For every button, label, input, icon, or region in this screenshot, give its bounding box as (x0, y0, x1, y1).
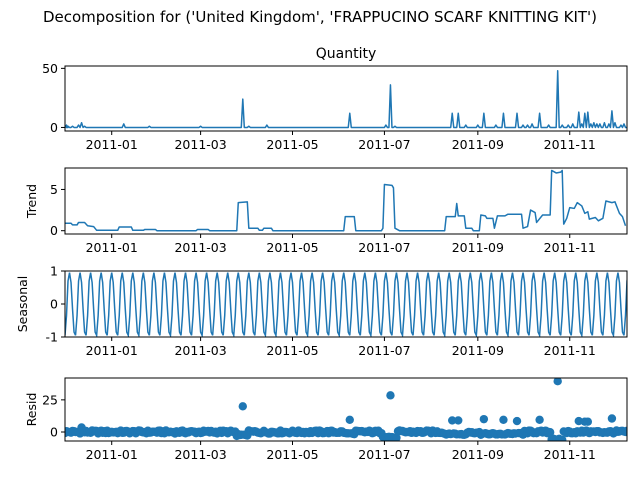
resid-outlier-point (448, 416, 457, 425)
axes-frame (64, 65, 628, 132)
x-tick-label: 2011-03 (174, 447, 226, 462)
y-tick-label: 0 (50, 425, 58, 440)
x-tick-label: 2011-03 (174, 240, 226, 255)
x-tick-label: 2011-09 (452, 343, 504, 358)
resid-outlier-point (345, 415, 354, 424)
axes-frame (64, 377, 628, 442)
y-tick-label: 0 (50, 120, 58, 135)
resid-outlier-point (386, 391, 395, 400)
x-tick-label: 2011-11 (544, 240, 596, 255)
x-tick-label: 2011-09 (452, 447, 504, 462)
data-layer (65, 69, 627, 129)
y-tick-label: 1 (50, 264, 58, 279)
x-tick-label: 2011-03 (174, 137, 226, 152)
x-tick-label: 2011-07 (358, 447, 410, 462)
y-axis-label: Seasonal (15, 276, 30, 333)
resid-point (622, 426, 627, 436)
resid-point (558, 435, 567, 441)
y-tick-label: 5 (50, 182, 58, 197)
x-tick-label: 2011-03 (174, 343, 226, 358)
resid-outlier-point (499, 415, 508, 424)
x-tick-label: 2011-05 (266, 447, 318, 462)
x-tick-label: 2011-01 (86, 447, 138, 462)
x-tick-label: 2011-01 (86, 240, 138, 255)
y-tick-label: -1 (46, 330, 58, 345)
x-tick-label: 2011-07 (358, 343, 410, 358)
data-layer (65, 378, 627, 441)
data-layer (65, 272, 627, 337)
panel-title: Quantity (316, 46, 377, 62)
x-tick-label: 2011-11 (544, 137, 596, 152)
x-tick-label: 2011-07 (358, 137, 410, 152)
panel-1: Quantity 0 50 2011-01 2011-03 2011-05 2011-07 2… (42, 46, 628, 152)
x-tick-label: 2011-07 (358, 240, 410, 255)
figure-title: Decomposition for ('United Kingdom', 'FR… (43, 8, 597, 26)
x-tick-label: 2011-01 (86, 137, 138, 152)
resid-outlier-point (454, 416, 463, 425)
resid-outlier-point (535, 415, 544, 424)
x-tick-label: 2011-11 (544, 343, 596, 358)
resid-outlier-point (512, 416, 522, 426)
resid-outlier-point (238, 402, 247, 411)
resid-outlier-point (553, 378, 562, 386)
y-axis-label: Resid (24, 393, 39, 427)
x-tick-label: 2011-05 (266, 137, 318, 152)
y-tick-label: 50 (42, 61, 58, 76)
resid-point (545, 428, 555, 437)
x-tick-label: 2011-01 (86, 343, 138, 358)
seasonal-line (65, 272, 627, 337)
y-tick-label: 25 (42, 392, 58, 407)
panel-2: Trend 0 5 2011-01 2011-03 2011-05 2011-07 2011-… (24, 167, 628, 255)
resid-point (392, 433, 401, 441)
resid-outlier-point (479, 414, 489, 424)
x-tick-label: 2011-05 (266, 343, 318, 358)
x-tick-label: 2011-09 (452, 137, 504, 152)
y-axis-label: Trend (24, 184, 39, 219)
resid-outlier-point (607, 414, 617, 423)
panel-4: Resid 0 25 2011-01 2011-03 2011-05 2011-07 2011… (24, 377, 628, 462)
panel-3: Seasonal -1 0 1 2011-01 2011-03 2011-05 2011-07… (15, 264, 628, 358)
x-tick-label: 2011-11 (544, 447, 596, 462)
y-tick-label: 0 (50, 223, 58, 238)
y-tick-label: 0 (50, 297, 58, 312)
quantity-line (65, 69, 627, 129)
axes-frame (64, 167, 628, 235)
x-tick-label: 2011-09 (452, 240, 504, 255)
resid-outlier-point (583, 417, 593, 426)
data-layer (65, 169, 627, 232)
x-tick-label: 2011-05 (266, 240, 318, 255)
trend-line (65, 169, 627, 232)
